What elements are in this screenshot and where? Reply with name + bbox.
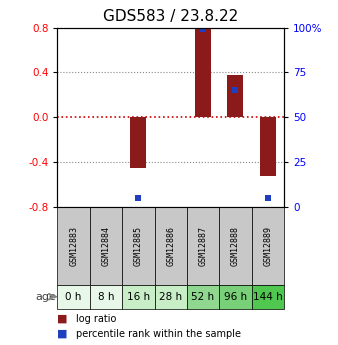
Bar — [154, 285, 187, 309]
Text: ■: ■ — [57, 314, 68, 324]
Text: percentile rank within the sample: percentile rank within the sample — [76, 329, 241, 339]
Bar — [90, 285, 122, 309]
Text: 8 h: 8 h — [98, 292, 114, 302]
Bar — [90, 207, 122, 285]
Text: GSM12885: GSM12885 — [134, 226, 143, 266]
Bar — [227, 75, 243, 117]
Text: 28 h: 28 h — [159, 292, 182, 302]
Text: log ratio: log ratio — [76, 314, 116, 324]
Bar — [187, 207, 219, 285]
Bar — [219, 285, 251, 309]
Bar — [122, 207, 154, 285]
Bar — [154, 207, 187, 285]
Text: GSM12883: GSM12883 — [69, 226, 78, 266]
Bar — [122, 285, 154, 309]
Text: 96 h: 96 h — [224, 292, 247, 302]
Text: GSM12884: GSM12884 — [101, 226, 111, 266]
Text: GSM12888: GSM12888 — [231, 226, 240, 266]
Text: GSM12887: GSM12887 — [198, 226, 208, 266]
Text: 0 h: 0 h — [66, 292, 82, 302]
Title: GDS583 / 23.8.22: GDS583 / 23.8.22 — [103, 9, 238, 24]
Text: 52 h: 52 h — [192, 292, 215, 302]
Bar — [251, 285, 284, 309]
Text: GSM12886: GSM12886 — [166, 226, 175, 266]
Bar — [195, 29, 211, 117]
Text: 16 h: 16 h — [127, 292, 150, 302]
Bar — [57, 207, 90, 285]
Bar — [130, 117, 146, 168]
Text: GSM12889: GSM12889 — [263, 226, 272, 266]
Bar — [57, 285, 90, 309]
Text: ■: ■ — [57, 329, 68, 339]
Text: age: age — [35, 292, 56, 302]
Text: 144 h: 144 h — [253, 292, 283, 302]
Bar — [251, 207, 284, 285]
Bar — [187, 285, 219, 309]
Bar — [260, 117, 276, 176]
Bar — [219, 207, 251, 285]
